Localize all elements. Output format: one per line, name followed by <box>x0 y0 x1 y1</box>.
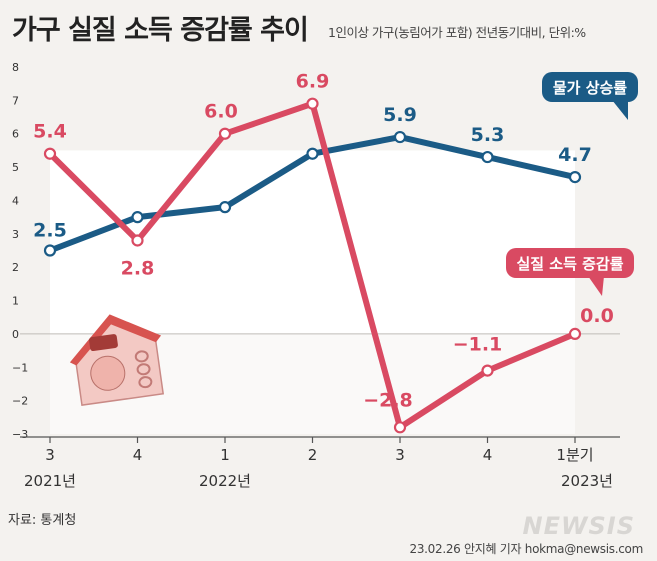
page-title: 가구 실질 소득 증감률 추이 <box>12 15 309 46</box>
data-label-income: −2.8 <box>363 389 413 411</box>
chart-subtitle: 1인이상 가구(농림어가 포함) 전년동기대비, 단위:% <box>328 25 586 40</box>
y-tick-label: −1 <box>12 361 28 374</box>
data-label-income: 5.4 <box>33 121 67 143</box>
y-tick-label: −2 <box>12 395 28 408</box>
y-tick-label: 3 <box>12 228 19 241</box>
x-year-label: 2022년 <box>199 472 251 490</box>
data-label-inflation: 2.5 <box>33 220 67 242</box>
x-year-label: 2021년 <box>24 472 76 490</box>
data-point-income <box>393 421 407 434</box>
data-point-income <box>218 127 232 140</box>
y-tick-label: 5 <box>12 161 19 174</box>
watermark-logo: NEWSIS <box>522 512 635 540</box>
x-tick-label: 4 <box>483 446 493 464</box>
data-point-inflation <box>568 171 582 184</box>
inflation-callout-pointer <box>612 100 628 120</box>
data-point-income <box>568 327 582 341</box>
data-label-income: 0.0 <box>580 305 614 327</box>
income-callout-label: 실질 소득 증감률 <box>516 255 623 273</box>
data-label-inflation: 5.3 <box>471 124 505 146</box>
y-tick-label: 7 <box>12 94 19 107</box>
x-year-label: 2023년 <box>561 472 613 490</box>
data-label-inflation: 4.7 <box>558 144 592 166</box>
data-label-income: 6.9 <box>296 71 330 93</box>
data-point-income <box>306 97 319 110</box>
plot-area <box>50 150 575 334</box>
inflation-callout: 물가 상승률 <box>542 72 638 120</box>
source-note: 자료: 통계청 <box>8 513 77 528</box>
credit-line: 23.02.26 안지혜 기자 hokma@newsis.com <box>409 542 643 556</box>
income-callout: 실질 소득 증감률 <box>506 248 634 296</box>
x-tick-label: 1 <box>220 446 230 464</box>
data-point-inflation <box>306 147 319 160</box>
data-point-inflation <box>393 130 407 144</box>
inflation-callout-box <box>542 72 638 102</box>
data-point-inflation <box>218 201 232 214</box>
y-tick-label: 1 <box>12 295 19 308</box>
x-tick-label: 4 <box>133 446 143 464</box>
data-point-income <box>43 147 57 160</box>
house-illustration-icon <box>69 314 165 407</box>
y-tick-label: 6 <box>12 128 19 141</box>
data-label-inflation: 5.9 <box>383 104 417 126</box>
data-label-income: 2.8 <box>121 257 155 279</box>
data-point-inflation <box>43 244 57 257</box>
data-point-income <box>481 364 494 377</box>
data-point-income <box>131 234 144 247</box>
data-label-income: −1.1 <box>453 334 503 356</box>
data-label-income: 6.0 <box>204 101 238 123</box>
data-point-inflation <box>481 150 494 164</box>
x-tick-label: 3 <box>395 446 405 464</box>
income-callout-pointer <box>588 276 604 296</box>
x-tick-label: 1분기 <box>556 446 593 464</box>
income-callout-box <box>506 248 634 278</box>
x-tick-label: 3 <box>45 446 55 464</box>
y-tick-label: 4 <box>12 194 19 207</box>
y-tick-label: −3 <box>12 428 28 441</box>
x-tick-label: 2 <box>308 446 318 464</box>
y-tick-label: 2 <box>12 261 19 274</box>
data-point-inflation <box>131 211 144 224</box>
inflation-callout-label: 물가 상승률 <box>553 79 627 97</box>
y-tick-label: 8 <box>12 61 19 74</box>
y-tick-label: 0 <box>12 328 19 341</box>
